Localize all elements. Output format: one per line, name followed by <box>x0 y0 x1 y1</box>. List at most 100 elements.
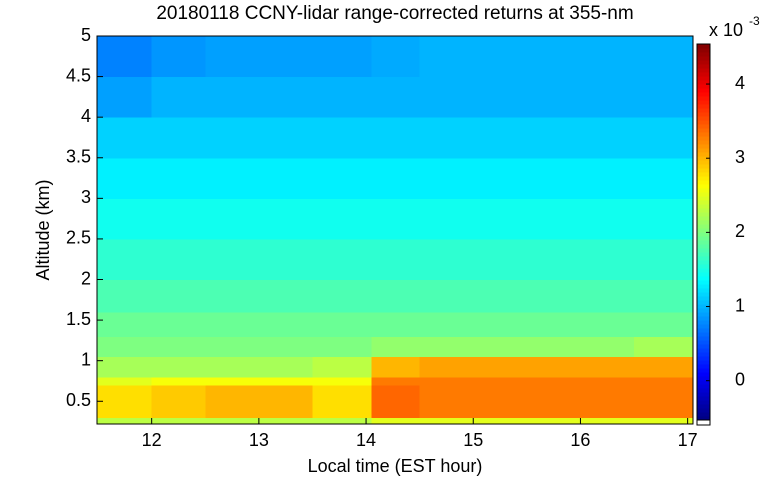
colorbar-swatch <box>697 116 710 121</box>
heatmap <box>97 36 694 425</box>
colorbar-swatch <box>697 52 710 57</box>
heatmap-cell <box>580 279 635 313</box>
heatmap-cell <box>419 336 474 358</box>
heatmap-cell <box>97 336 153 358</box>
colorbar-swatch <box>697 220 710 225</box>
heatmap-cell <box>151 279 206 313</box>
colorbar-swatch <box>697 396 710 401</box>
heatmap-cell <box>526 117 581 159</box>
heatmap-cell <box>526 356 581 378</box>
heatmap-cell <box>526 238 581 281</box>
colorbar-swatch <box>697 84 710 89</box>
colorbar-swatch <box>697 264 710 269</box>
heatmap-cell <box>580 356 635 378</box>
colorbar-swatch <box>697 204 710 209</box>
heatmap-cell <box>205 36 260 78</box>
heatmap-cell <box>473 376 528 386</box>
heatmap-cell <box>205 238 260 281</box>
colorbar-swatch <box>697 256 710 261</box>
colorbar-swatch <box>697 120 710 125</box>
colorbar-swatch <box>697 280 710 285</box>
heatmap-cell <box>312 279 372 313</box>
heatmap-cell <box>526 336 581 358</box>
colorbar-swatch <box>697 200 710 205</box>
heatmap-cell <box>205 311 260 337</box>
heatmap-cell <box>97 279 153 313</box>
heatmap-cell <box>151 311 206 337</box>
heatmap-cell <box>634 157 694 199</box>
heatmap-cell <box>97 238 153 281</box>
heatmap-cell <box>526 36 581 78</box>
colorbar-swatch <box>697 212 710 217</box>
y-tick-label: 3.5 <box>66 147 91 167</box>
colorbar-swatch <box>697 180 710 185</box>
heatmap-cell <box>473 157 528 199</box>
colorbar-tick-label: 2 <box>735 221 745 241</box>
heatmap-cell <box>580 157 635 199</box>
heatmap-cell <box>419 376 474 386</box>
colorbar-swatch <box>697 324 710 329</box>
y-tick-label: 4 <box>81 106 91 126</box>
colorbar-swatch <box>697 352 710 357</box>
heatmap-cell <box>419 311 474 337</box>
heatmap-cell <box>634 417 694 425</box>
colorbar-swatch <box>697 312 710 317</box>
colorbar-swatch <box>697 192 710 197</box>
colorbar-swatch <box>697 336 710 341</box>
heatmap-cell <box>419 76 474 118</box>
heatmap-cell <box>473 336 528 358</box>
heatmap-cell <box>205 336 260 358</box>
heatmap-cell <box>258 36 313 78</box>
heatmap-cell <box>258 376 313 386</box>
colorbar-swatch <box>697 224 710 229</box>
heatmap-cell <box>526 376 581 386</box>
colorbar-swatch <box>697 60 710 65</box>
heatmap-cell <box>634 376 694 386</box>
heatmap-cell <box>258 417 313 425</box>
heatmap-cell <box>634 385 694 419</box>
heatmap-cell <box>580 36 635 78</box>
heatmap-cell <box>371 356 421 378</box>
heatmap-cell <box>419 385 474 419</box>
colorbar-swatch <box>697 276 710 281</box>
heatmap-cell <box>97 198 153 240</box>
heatmap-cell <box>371 376 421 386</box>
heatmap-cell <box>258 311 313 337</box>
heatmap-cell <box>634 238 694 281</box>
colorbar-swatch <box>697 288 710 293</box>
colorbar-swatch <box>697 252 710 257</box>
heatmap-cell <box>151 76 206 118</box>
colorbar-swatch <box>697 292 710 297</box>
y-tick-label: 1.5 <box>66 309 91 329</box>
colorbar-swatch <box>697 168 710 173</box>
heatmap-cell <box>473 279 528 313</box>
heatmap-cell <box>258 157 313 199</box>
colorbar-swatch <box>697 412 710 417</box>
heatmap-cell <box>634 117 694 159</box>
colorbar-swatch <box>697 408 710 413</box>
heatmap-cell <box>580 336 635 358</box>
colorbar-swatch <box>697 184 710 189</box>
heatmap-cell <box>419 417 474 425</box>
colorbar-swatch <box>697 316 710 321</box>
colorbar-swatch <box>697 400 710 405</box>
heatmap-cell <box>205 279 260 313</box>
heatmap-cell <box>151 117 206 159</box>
heatmap-cell <box>312 36 372 78</box>
heatmap-cell <box>526 385 581 419</box>
colorbar-swatch <box>697 100 710 105</box>
colorbar-swatch <box>697 144 710 149</box>
heatmap-cell <box>312 356 372 378</box>
heatmap-cell <box>97 76 153 118</box>
heatmap-cell <box>312 311 372 337</box>
colorbar-swatch <box>697 140 710 145</box>
heatmap-cell <box>634 36 694 78</box>
colorbar-swatch <box>697 92 710 97</box>
colorbar-swatch <box>697 156 710 161</box>
heatmap-cell <box>312 336 372 358</box>
x-tick-label: 16 <box>570 430 590 450</box>
heatmap-cell <box>473 198 528 240</box>
heatmap-cell <box>419 36 474 78</box>
heatmap-cell <box>97 117 153 159</box>
